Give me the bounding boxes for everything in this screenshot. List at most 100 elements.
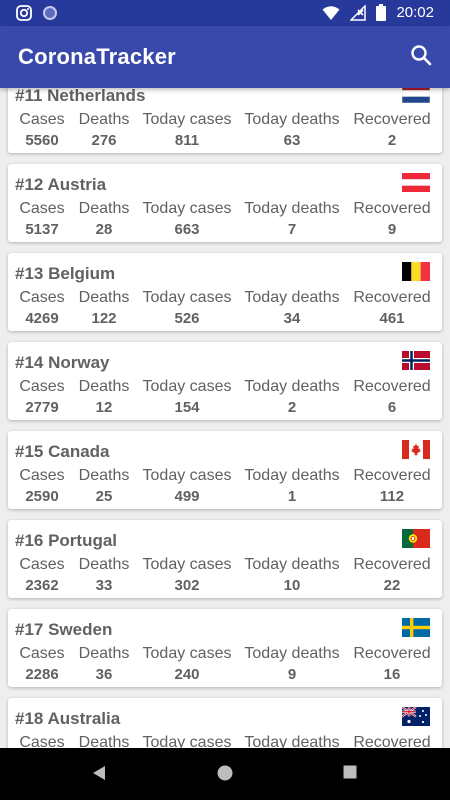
cases-value: 5137 <box>25 221 59 238</box>
stats-row: Cases 2590 Deaths 25 Today cases 499 Today … <box>8 466 442 510</box>
home-icon <box>216 765 234 786</box>
today-deaths-label: Today deaths <box>244 645 340 662</box>
norway-flag-icon <box>402 351 430 370</box>
cases-value: 2362 <box>25 577 59 594</box>
today-cases-label: Today cases <box>142 111 232 128</box>
recovered-label: Recovered <box>353 378 431 395</box>
country-name: #14 Norway <box>15 353 110 372</box>
country-card-belgium[interactable]: #13 Belgium Cases 4269 Deaths 122 Today ca… <box>8 253 442 331</box>
deaths-value: 12 <box>95 399 113 416</box>
deaths-value: 28 <box>95 221 113 238</box>
today-cases-value: 811 <box>174 132 200 149</box>
country-list[interactable]: #11 Netherlands Cases 5560 Deaths 276 Toda… <box>0 88 450 748</box>
recovered-label: Recovered <box>353 645 431 662</box>
recents-button[interactable] <box>342 764 358 785</box>
deaths-value: 25 <box>95 488 113 505</box>
portugal-flag-icon <box>402 529 430 548</box>
country-card-norway[interactable]: #14 Norway Cases 2779 Deaths 12 Today case… <box>8 342 442 420</box>
today-deaths-value: 7 <box>287 221 297 238</box>
deaths-label: Deaths <box>78 200 130 217</box>
country-card-sweden[interactable]: #17 Sweden Cases 2286 Deaths 36 Today case… <box>8 609 442 687</box>
search-icon <box>410 44 432 71</box>
home-button[interactable] <box>216 764 234 787</box>
today-cases-label: Today cases <box>142 289 232 306</box>
sweden-flag-icon <box>402 618 430 637</box>
deaths-value: 122 <box>91 310 117 327</box>
today-cases-value: 499 <box>174 488 200 505</box>
today-cases-label: Today cases <box>142 378 232 395</box>
navigation-bar <box>0 748 450 800</box>
recovered-label: Recovered <box>353 200 431 217</box>
back-icon <box>91 766 107 786</box>
country-name: #12 Austria <box>15 175 107 194</box>
today-deaths-value: 1 <box>287 488 297 505</box>
search-button[interactable] <box>406 42 436 72</box>
recovered-label: Recovered <box>353 289 431 306</box>
circle-app-icon <box>42 5 58 21</box>
stats-row: Cases 5560 Deaths 276 Today cases 811 Today… <box>8 110 442 154</box>
cases-label: Cases <box>19 111 65 128</box>
country-card-australia[interactable]: #18 Australia Cases Deaths Today cases T… <box>8 698 442 748</box>
recovered-value: 112 <box>379 488 405 505</box>
cases-label: Cases <box>19 378 65 395</box>
today-cases-value: 526 <box>174 310 200 327</box>
instagram-icon <box>16 5 32 21</box>
today-deaths-label: Today deaths <box>244 378 340 395</box>
country-card-canada[interactable]: #15 Canada Cases 2590 Deaths 25 Today case… <box>8 431 442 509</box>
cases-label: Cases <box>19 645 65 662</box>
recovered-value: 22 <box>383 577 401 594</box>
status-bar: 20:02 <box>0 0 450 26</box>
stats-row: Cases Deaths Today cases Today deaths Re… <box>8 733 442 748</box>
cases-label: Cases <box>19 200 65 217</box>
today-cases-label: Today cases <box>142 645 232 662</box>
battery-icon <box>376 4 387 21</box>
no-signal-icon <box>350 4 367 21</box>
deaths-label: Deaths <box>78 645 130 662</box>
stats-row: Cases 5137 Deaths 28 Today cases 663 Today … <box>8 199 442 243</box>
cases-label: Cases <box>19 556 65 573</box>
today-deaths-value: 34 <box>283 310 301 327</box>
cases-value: 2286 <box>25 666 59 683</box>
deaths-label: Deaths <box>78 467 130 484</box>
deaths-label: Deaths <box>78 111 130 128</box>
austria-flag-icon <box>402 173 430 192</box>
deaths-value: 276 <box>91 132 117 149</box>
status-time: 20:02 <box>396 4 434 21</box>
deaths-label: Deaths <box>78 556 130 573</box>
country-name: #11 Netherlands <box>15 88 146 105</box>
today-cases-value: 240 <box>174 666 200 683</box>
stats-row: Cases 2286 Deaths 36 Today cases 240 Today … <box>8 644 442 688</box>
country-card-portugal[interactable]: #16 Portugal Cases 2362 Deaths 33 Today ca… <box>8 520 442 598</box>
recovered-value: 16 <box>383 666 401 683</box>
recovered-label: Recovered <box>353 556 431 573</box>
cases-label: Cases <box>19 289 65 306</box>
today-deaths-label: Today deaths <box>244 111 340 128</box>
back-button[interactable] <box>91 764 107 787</box>
country-name: #13 Belgium <box>15 264 116 283</box>
deaths-label: Deaths <box>78 289 130 306</box>
country-name: #15 Canada <box>15 442 110 461</box>
deaths-value: 36 <box>95 666 113 683</box>
cases-value: 4269 <box>25 310 59 327</box>
recovered-label: Recovered <box>353 467 431 484</box>
belgium-flag-icon <box>402 262 430 281</box>
recovered-label: Recovered <box>353 734 431 748</box>
canada-flag-icon <box>402 440 430 459</box>
deaths-label: Deaths <box>78 734 130 748</box>
cases-value: 2779 <box>25 399 59 416</box>
recovered-value: 2 <box>387 132 397 149</box>
recents-icon <box>342 765 358 784</box>
wifi-icon <box>322 5 340 21</box>
today-cases-label: Today cases <box>142 556 232 573</box>
cases-value: 5560 <box>25 132 59 149</box>
today-deaths-label: Today deaths <box>244 467 340 484</box>
today-deaths-value: 10 <box>283 577 301 594</box>
stats-row: Cases 2779 Deaths 12 Today cases 154 Today … <box>8 377 442 421</box>
recovered-value: 461 <box>379 310 405 327</box>
cases-label: Cases <box>19 467 65 484</box>
country-card-netherlands[interactable]: #11 Netherlands Cases 5560 Deaths 276 Toda… <box>8 88 442 153</box>
today-cases-label: Today cases <box>142 467 232 484</box>
today-cases-value: 302 <box>174 577 200 594</box>
country-card-austria[interactable]: #12 Austria Cases 5137 Deaths 28 Today cas… <box>8 164 442 242</box>
today-cases-value: 154 <box>174 399 200 416</box>
